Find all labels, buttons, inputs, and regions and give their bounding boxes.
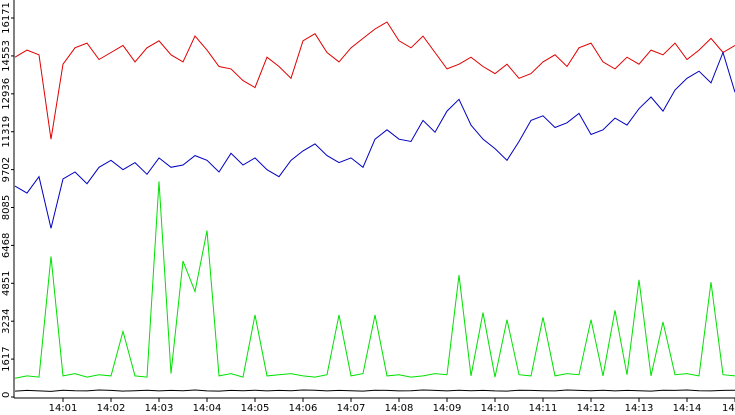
x-tick-label: 14:13	[625, 403, 654, 414]
series-line	[14, 21, 735, 140]
series-line	[14, 50, 735, 229]
x-tick-label: 14:04	[193, 403, 222, 414]
x-tick-label: 14:14	[673, 403, 702, 414]
plot-area	[14, 21, 735, 392]
y-tick-label: 4851	[1, 271, 12, 296]
x-tick-label: 14:09	[433, 403, 462, 414]
x-tick-label: 14:12	[577, 403, 606, 414]
y-tick-label: 0	[1, 392, 12, 398]
series-line	[14, 389, 735, 392]
y-tick-label: 16171	[1, 2, 12, 34]
x-tick-label: 14:11	[529, 403, 558, 414]
y-tick-label: 1617	[1, 346, 12, 371]
y-tick-label: 14553	[1, 40, 12, 72]
y-tick-label: 8085	[1, 195, 12, 220]
y-tick-label: 9702	[1, 157, 12, 182]
x-tick-label: 14:08	[385, 403, 414, 414]
x-tick-label: 14:05	[241, 403, 270, 414]
x-tick-label: 14:	[722, 403, 735, 414]
y-tick-label: 3234	[1, 308, 12, 333]
x-tick-label: 14:01	[49, 403, 78, 414]
y-tick-label: 6468	[1, 233, 12, 258]
x-tick-label: 14:02	[97, 403, 126, 414]
y-tick-label: 12936	[1, 78, 12, 110]
series-line	[14, 181, 735, 379]
x-tick-label: 14:07	[337, 403, 366, 414]
y-tick-label: 11319	[1, 116, 12, 148]
x-tick-label: 14:06	[289, 403, 318, 414]
x-tick-label: 14:03	[145, 403, 174, 414]
x-tick-label: 14:10	[481, 403, 510, 414]
